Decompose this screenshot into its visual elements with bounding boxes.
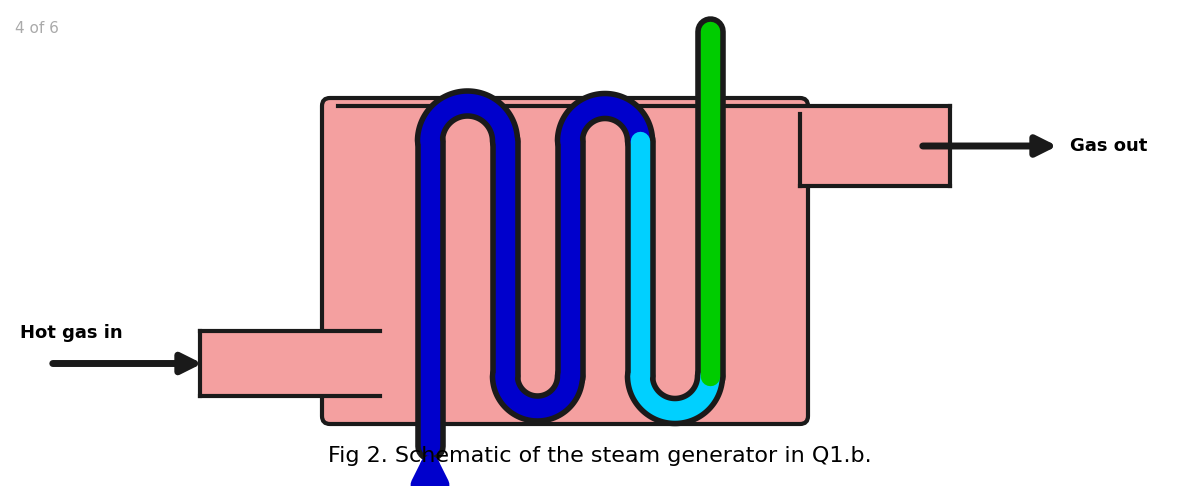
Text: 4 of 6: 4 of 6 — [14, 21, 59, 36]
FancyBboxPatch shape — [322, 98, 808, 424]
Text: Gas out: Gas out — [1070, 137, 1147, 155]
Text: Hot gas in: Hot gas in — [20, 325, 122, 343]
Text: Fig 2. Schematic of the steam generator in Q1.b.: Fig 2. Schematic of the steam generator … — [328, 446, 872, 466]
Bar — [682, 106, 798, 186]
FancyBboxPatch shape — [200, 331, 380, 396]
FancyBboxPatch shape — [680, 106, 950, 186]
